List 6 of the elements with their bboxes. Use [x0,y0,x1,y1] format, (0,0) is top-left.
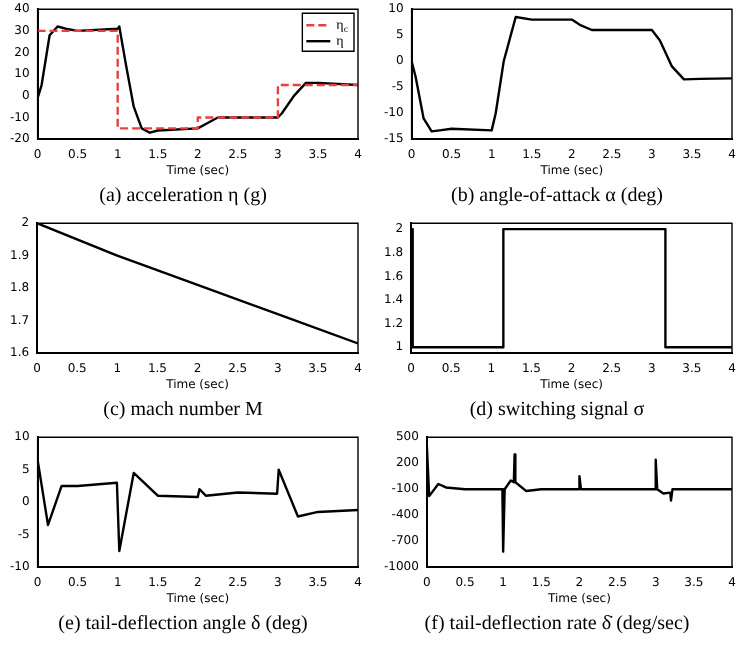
text: (f) tail-deflection rate δ̇ (deg/sec) [424,613,690,636]
text: (a) acceleration η (g) [99,185,267,208]
text: (c) mach number M [103,399,263,422]
text: (e) tail-deflection angle δ (deg) [58,613,308,636]
text: (b) angle-of-attack α (deg) [450,185,664,208]
text: (d) switching signal σ [469,399,646,422]
